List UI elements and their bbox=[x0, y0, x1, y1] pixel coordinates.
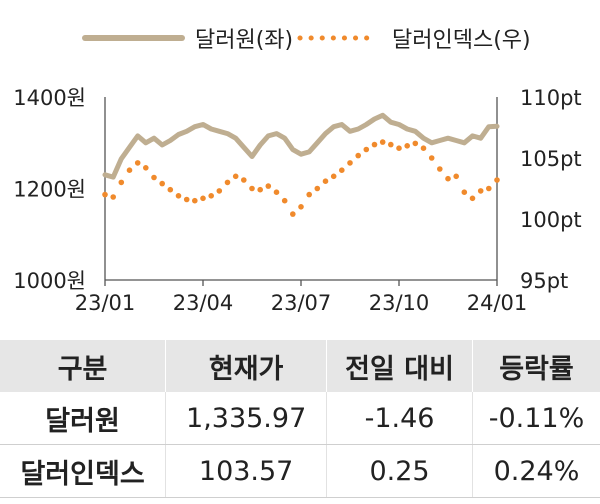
series-point-dollar-index bbox=[428, 155, 435, 161]
series-point-dollar-index bbox=[118, 179, 125, 186]
series-point-dollar-index bbox=[314, 185, 321, 192]
x-tick-label: 23/10 bbox=[369, 291, 430, 315]
table-cell-price: 103.57 bbox=[165, 444, 327, 498]
fx-table: 구분 현재가 전일 대비 등락률 달러원 1,335.97 -1.46 -0.1… bbox=[0, 340, 600, 498]
series-point-dollar-index bbox=[306, 191, 313, 198]
x-tick-label: 24/01 bbox=[467, 291, 528, 315]
series-point-dollar-index bbox=[388, 141, 394, 148]
series-point-dollar-index bbox=[192, 197, 198, 204]
table-cell-name: 달러원 bbox=[0, 392, 166, 445]
series-point-dollar-index bbox=[224, 179, 231, 186]
x-tick-label: 23/04 bbox=[173, 291, 234, 315]
series-point-dollar-index bbox=[175, 193, 182, 199]
x-tick-label: 23/07 bbox=[271, 291, 332, 315]
series-point-dollar-index bbox=[453, 173, 460, 180]
series-point-dollar-index bbox=[216, 188, 223, 194]
series-point-dollar-index bbox=[249, 185, 255, 192]
series-point-dollar-index bbox=[379, 139, 386, 145]
series-point-dollar-index bbox=[232, 173, 239, 180]
series-point-dollar-index bbox=[200, 195, 206, 202]
y-left-tick-label: 1200원 bbox=[13, 178, 86, 202]
series-point-dollar-index bbox=[257, 186, 264, 193]
series-point-dollar-index bbox=[445, 175, 451, 182]
series-point-dollar-index bbox=[159, 180, 165, 187]
series-point-dollar-index bbox=[298, 204, 304, 210]
legend-label-dollar-won: 달러원(좌) bbox=[195, 28, 293, 53]
series-point-dollar-index bbox=[477, 188, 484, 194]
y-right-tick-label: 110pt bbox=[520, 86, 582, 110]
ticks-layer: 23/01 23/04 23/07 23/10 24/01 1400원 1200원 1000원… bbox=[13, 86, 581, 315]
series-point-dollar-index bbox=[151, 174, 157, 181]
y-left-tick-label: 1400원 bbox=[13, 86, 86, 110]
table-header: 전일 대비 bbox=[326, 340, 473, 392]
series-point-dollar-index bbox=[371, 141, 378, 148]
table-header-row: 구분 현재가 전일 대비 등락률 bbox=[0, 340, 600, 392]
table-cell-change: 0.25 bbox=[326, 444, 473, 498]
series-point-dollar-index bbox=[396, 145, 402, 151]
series-point-dollar-index bbox=[126, 167, 133, 173]
series-point-dollar-index bbox=[461, 189, 468, 195]
series-point-dollar-index bbox=[281, 197, 288, 204]
legend-label-dollar-index: 달러인덱스(우) bbox=[392, 28, 531, 53]
series-point-dollar-index bbox=[265, 183, 272, 189]
table-cell-rate: 0.24% bbox=[471, 444, 600, 498]
y-right-tick-label: 95pt bbox=[520, 269, 568, 293]
series-point-dollar-index bbox=[494, 177, 500, 183]
table-cell-change: -1.46 bbox=[326, 392, 473, 445]
series-point-dollar-index bbox=[486, 185, 492, 192]
x-tick-label: 23/01 bbox=[75, 291, 136, 315]
table-header: 등락률 bbox=[471, 340, 600, 392]
series-point-dollar-index bbox=[404, 143, 411, 149]
series-layer bbox=[102, 112, 500, 217]
series-point-dollar-index bbox=[167, 186, 174, 193]
legend: 달러원(좌) 달러인덱스(우) bbox=[82, 28, 531, 53]
y-right-tick-label: 100pt bbox=[520, 208, 582, 232]
series-point-dollar-index bbox=[241, 177, 247, 183]
series-point-dollar-index bbox=[420, 145, 427, 151]
series-point-dollar-index bbox=[412, 140, 419, 147]
series-point-dollar-index bbox=[363, 146, 370, 153]
series-point-dollar-index bbox=[469, 195, 476, 202]
y-right-tick-label: 105pt bbox=[520, 147, 582, 171]
dollar-chart: 달러원(좌) 달러인덱스(우) 23/01 23/04 23/07 23/10 24/0… bbox=[13, 28, 581, 315]
series-line-dollar-won bbox=[102, 112, 500, 180]
series-point-dollar-index bbox=[110, 194, 116, 200]
series-point-dollar-index bbox=[290, 211, 296, 217]
series-point-dollar-index bbox=[339, 167, 345, 173]
series-point-dollar-index bbox=[102, 191, 108, 198]
series-point-dollar-index bbox=[208, 193, 214, 199]
series-point-dollar-index bbox=[347, 160, 353, 166]
table-row: 달러인덱스 103.57 0.25 0.24% bbox=[0, 444, 600, 498]
series-point-dollar-index bbox=[183, 196, 190, 203]
series-point-dollar-index bbox=[355, 152, 362, 159]
series-point-dollar-index bbox=[273, 189, 280, 195]
series-point-dollar-index bbox=[330, 173, 337, 180]
table-cell-name: 달러인덱스 bbox=[0, 444, 166, 498]
y-left-tick-label: 1000원 bbox=[13, 269, 86, 293]
table-cell-rate: -0.11% bbox=[471, 392, 600, 445]
series-point-dollar-index bbox=[143, 165, 149, 171]
table-cell-price: 1,335.97 bbox=[165, 392, 327, 445]
series-point-dollar-index bbox=[437, 166, 443, 172]
series-point-dollar-index bbox=[322, 178, 329, 184]
table-header: 구분 bbox=[0, 340, 166, 392]
table-row: 달러원 1,335.97 -1.46 -0.11% bbox=[0, 392, 600, 445]
series-point-dollar-index bbox=[134, 160, 141, 166]
table-header: 현재가 bbox=[165, 340, 327, 392]
